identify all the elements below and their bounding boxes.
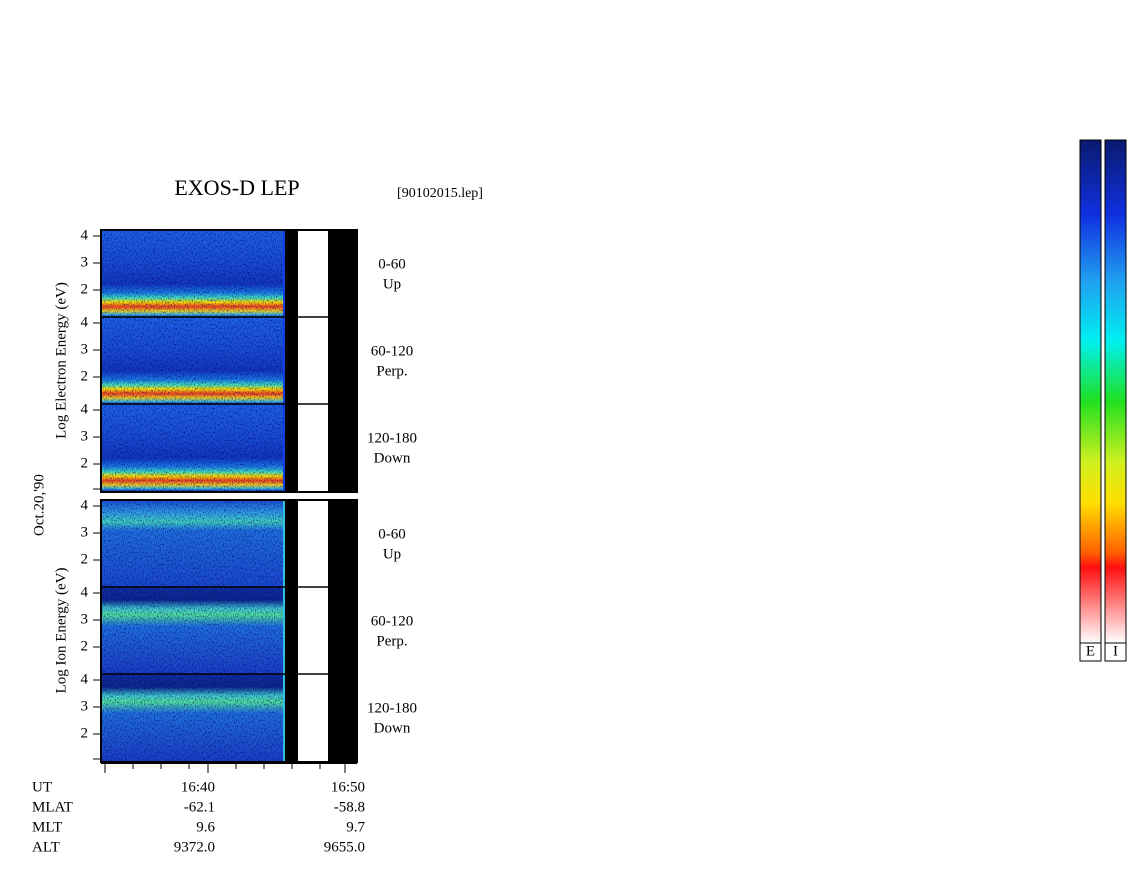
- y-tick-label: 3: [81, 254, 89, 270]
- panel-angle: 120-180: [367, 700, 417, 716]
- y-tick-label: 3: [81, 341, 89, 357]
- footer-value: -58.8: [334, 799, 365, 815]
- colorbar-label: E: [1086, 643, 1095, 659]
- panel-angle: 0-60: [378, 256, 406, 272]
- no-data: [285, 587, 298, 674]
- spectrogram-noise: [101, 500, 283, 587]
- panel-direction: Down: [374, 450, 411, 466]
- y-tick-label: 4: [81, 401, 89, 417]
- panel-direction: Perp.: [376, 363, 407, 379]
- panel-angle: 120-180: [367, 430, 417, 446]
- colorbar: [1104, 139, 1127, 644]
- no-data: [328, 404, 357, 491]
- footer-value: 16:40: [181, 779, 215, 795]
- spectrogram-noise: [101, 674, 283, 761]
- y-axis-label: Log Ion Energy (eV): [53, 568, 69, 694]
- data-edge: [283, 674, 285, 761]
- footer-value: 9.7: [346, 819, 365, 835]
- data-edge: [283, 587, 285, 674]
- plot-frame: [100, 229, 358, 493]
- footer-label: MLAT: [32, 799, 73, 815]
- panel-direction: Perp.: [376, 633, 407, 649]
- y-tick-label: 2: [81, 281, 89, 297]
- panel-direction: Down: [374, 720, 411, 736]
- y-tick-label: 2: [81, 638, 89, 654]
- y-tick-label: 4: [81, 671, 89, 687]
- title: EXOS-D LEP: [174, 175, 299, 200]
- file-name: [90102015.lep]: [397, 186, 483, 201]
- y-tick-label: 3: [81, 611, 89, 627]
- footer-value: -62.1: [184, 799, 215, 815]
- y-tick-label: 2: [81, 551, 89, 567]
- date: Oct.20,'90: [31, 474, 47, 536]
- footer-label: ALT: [32, 839, 60, 855]
- panel-angle: 0-60: [378, 526, 406, 542]
- data-edge: [283, 500, 285, 587]
- footer-value: 9372.0: [174, 839, 215, 855]
- no-data: [328, 674, 357, 761]
- y-tick-label: 4: [81, 584, 89, 600]
- no-data: [328, 317, 357, 404]
- panel-angle: 60-120: [371, 343, 414, 359]
- y-axis-label: Log Electron Energy (eV): [53, 282, 69, 439]
- no-data: [285, 674, 298, 761]
- y-tick-label: 3: [81, 524, 89, 540]
- data-edge: [283, 230, 285, 317]
- y-tick-label: 2: [81, 725, 89, 741]
- spectrogram-noise: [101, 230, 283, 317]
- spectrogram-noise: [101, 587, 283, 674]
- no-data: [285, 500, 298, 587]
- footer-label: UT: [32, 779, 52, 795]
- no-data: [328, 230, 357, 317]
- data-edge: [283, 317, 285, 404]
- no-data: [328, 500, 357, 587]
- colorbar-label-box: [1104, 642, 1127, 662]
- footer-value: 9655.0: [324, 839, 365, 855]
- data-edge: [283, 404, 285, 491]
- spectrogram-noise: [101, 317, 283, 404]
- y-tick-label: 2: [81, 368, 89, 384]
- plot-frame: [100, 499, 358, 763]
- spectrogram-noise: [101, 404, 283, 491]
- no-data: [285, 230, 298, 317]
- y-tick-label: 4: [81, 227, 89, 243]
- no-data: [328, 587, 357, 674]
- colorbar: [1079, 139, 1102, 644]
- panel-angle: 60-120: [371, 613, 414, 629]
- time-ticks: [104, 763, 346, 773]
- colorbar-label-box: [1079, 642, 1102, 662]
- panel-direction: Up: [383, 546, 401, 562]
- y-tick-label: 3: [81, 698, 89, 714]
- y-tick-label: 4: [81, 314, 89, 330]
- no-data: [285, 317, 298, 404]
- footer-label: MLT: [32, 819, 62, 835]
- colorbar-label: I: [1113, 643, 1118, 659]
- y-tick-label: 2: [81, 455, 89, 471]
- footer-value: 9.6: [196, 819, 215, 835]
- no-data: [285, 404, 298, 491]
- footer-value: 16:50: [331, 779, 365, 795]
- y-tick-label: 4: [81, 497, 89, 513]
- panel-direction: Up: [383, 276, 401, 292]
- y-tick-label: 3: [81, 428, 89, 444]
